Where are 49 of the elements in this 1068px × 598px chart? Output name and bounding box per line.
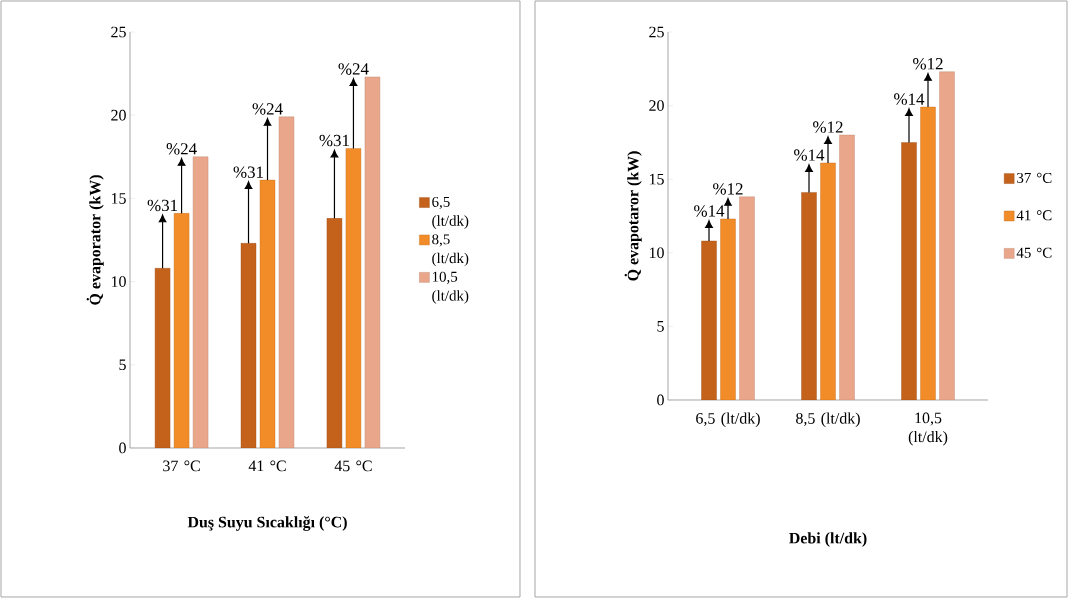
y-tick-label: 20 (649, 100, 664, 111)
legend-label: 10,5 (lt/dk) (432, 271, 469, 304)
annotation: %24 (338, 63, 369, 75)
annotation: %31 (319, 134, 349, 147)
bar (939, 71, 955, 400)
annotation: %14 (694, 205, 725, 217)
annotation: %14 (894, 93, 925, 105)
annotation: %24 (166, 143, 197, 155)
legend-label: 45 °C (1016, 247, 1052, 258)
y-tick-label: 25 (649, 26, 664, 38)
x-axis-title: Duş Suyu Sıcaklığı (°C) (187, 516, 347, 531)
x-tick-label: 10,5 (lt/dk) (908, 412, 948, 446)
y-axis-title: Q̇ evapotaror (kW) (624, 151, 642, 281)
x-tick-label: 8,5 (lt/dk) (796, 412, 860, 427)
annotation: %31 (147, 199, 178, 212)
bar (720, 218, 736, 400)
x-tick-label: 41 °C (248, 460, 286, 472)
x-tick-label: 6,5 (lt/dk) (696, 412, 760, 427)
y-tick-label: 5 (119, 359, 126, 371)
legend-label: 41 °C (1016, 210, 1052, 221)
annotation: %12 (813, 121, 843, 133)
y-tick-label: 25 (111, 26, 126, 38)
y-axis-title: Q̇ evaporator (kW) (86, 175, 104, 305)
bar (701, 240, 717, 400)
y-tick-label: 15 (111, 193, 126, 204)
annotation: %12 (913, 58, 943, 70)
bar (820, 162, 836, 400)
bar (801, 192, 817, 400)
y-tick-label: 15 (649, 173, 664, 185)
legend-label: 6,5 (lt/dk) (432, 196, 469, 229)
bar (739, 196, 755, 400)
bar (839, 134, 855, 400)
bar (901, 142, 917, 400)
legend-label: 37 °C (1017, 172, 1052, 183)
y-tick-label: 0 (657, 394, 664, 406)
y-tick-label: 20 (111, 109, 126, 121)
bar (920, 106, 936, 400)
legend-label: 8,5 (lt/dk) (432, 234, 469, 267)
annotation: %24 (252, 103, 283, 115)
x-tick-label: 45 °C (334, 460, 372, 472)
annotation: %31 (233, 166, 264, 178)
x-tick-label: 37 °C (163, 460, 200, 472)
y-tick-label: 10 (649, 247, 664, 259)
y-tick-label: 5 (657, 321, 664, 332)
annotation: %12 (713, 183, 743, 195)
y-tick-label: 10 (111, 276, 126, 287)
annotation: %14 (794, 149, 825, 161)
x-axis-title: Debi (lt/dk) (789, 532, 867, 547)
y-tick-label: 0 (119, 442, 126, 454)
